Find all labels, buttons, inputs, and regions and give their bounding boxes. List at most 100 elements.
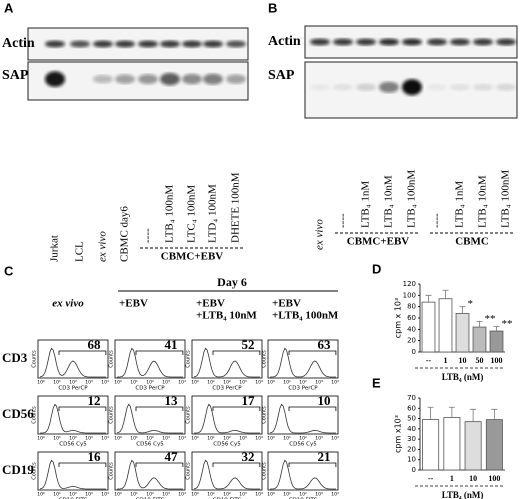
- band: [402, 79, 422, 96]
- x-tick-label: 10⁴: [255, 436, 263, 442]
- plot-box: [267, 395, 339, 435]
- band: [138, 74, 158, 85]
- x-tick-label: 100: [488, 474, 500, 483]
- significance: **: [485, 313, 496, 325]
- x-axis-label: CD19 FITC: [289, 498, 318, 499]
- histogram: [270, 347, 336, 378]
- x-tick-label: 10¹: [130, 380, 138, 386]
- y-tick-label: 20: [407, 445, 416, 453]
- x-tick-label: 10¹: [130, 436, 138, 442]
- gate: [288, 350, 337, 355]
- percentage: 12: [88, 393, 101, 408]
- bar: [485, 419, 503, 471]
- row-label: CD3: [2, 350, 28, 365]
- x-tick-label: 10³: [162, 380, 170, 386]
- plot-box: [114, 339, 186, 379]
- bar: [421, 301, 436, 353]
- lane-label: LTB₄ 1nM: [454, 181, 466, 228]
- band: [450, 83, 470, 91]
- error-bar: [442, 289, 449, 299]
- y-axis-label: Counts: [262, 350, 268, 368]
- row-label: CD19: [2, 462, 34, 477]
- error-bar: [493, 326, 500, 332]
- band: [402, 38, 422, 46]
- band: [226, 74, 246, 84]
- row-label: CD56: [2, 406, 34, 421]
- lane-label: ----: [431, 213, 443, 228]
- x-tick-label: 10⁰: [37, 436, 45, 442]
- x-tick-label: 10: [459, 356, 467, 365]
- x-axis-label: CD56 Cy5: [289, 442, 317, 448]
- column-header: +EBV: [196, 298, 225, 310]
- band: [496, 83, 516, 91]
- band: [138, 40, 158, 48]
- histogram: [193, 459, 260, 490]
- x-tick-label: 10³: [239, 380, 247, 386]
- percentage: 21: [318, 449, 331, 464]
- row-label: SAP: [2, 68, 29, 83]
- x-axis-label: CD56 Cy5: [136, 442, 164, 448]
- percentage: 41: [165, 337, 178, 352]
- histogram: [39, 347, 106, 378]
- band: [310, 83, 330, 91]
- y-axis-label: Counts: [109, 406, 115, 424]
- plot-box: [37, 339, 109, 379]
- x-tick-label: 10⁰: [267, 436, 275, 442]
- panel-label: A: [4, 0, 14, 15]
- x-tick-label: 10²: [299, 380, 307, 386]
- histogram: [40, 403, 106, 434]
- plot-box: [267, 451, 339, 491]
- histogram: [269, 403, 336, 434]
- lane-label: LTB₄ 10nM: [477, 175, 489, 228]
- error-bar: [476, 321, 483, 328]
- lane-label: LTB₄ 100nM: [500, 170, 512, 228]
- plot-box: [114, 451, 186, 491]
- gate: [58, 406, 107, 411]
- x-tick-label: 10⁴: [178, 380, 186, 386]
- band: [450, 38, 470, 46]
- bar: [489, 330, 504, 353]
- x-tick-label: 10⁰: [191, 380, 199, 386]
- gate: [212, 462, 261, 467]
- x-tick-label: 10⁴: [331, 492, 339, 498]
- gate: [212, 350, 261, 355]
- x-axis-label: CD3 PerCP: [288, 386, 318, 392]
- x-tick-label: 10⁰: [267, 492, 275, 498]
- y-axis-label: Counts: [186, 462, 192, 480]
- y-axis-title: cpm x 10³: [394, 298, 403, 338]
- histogram: [270, 459, 336, 490]
- y-tick-label: 80: [407, 303, 416, 311]
- lane-label: ex vivo: [97, 231, 109, 262]
- lane-label: LTB₄ 1nM: [360, 181, 372, 228]
- group-label: CBMC: [455, 236, 489, 248]
- x-tick-label: 10¹: [207, 492, 215, 498]
- x-axis-label: CD56 Cy5: [213, 442, 241, 448]
- y-tick-label: 0: [412, 466, 416, 474]
- x-tick-label: 10¹: [207, 436, 215, 442]
- band: [473, 38, 493, 46]
- y-axis-label: Counts: [262, 406, 268, 424]
- error-bar: [459, 306, 466, 314]
- band: [333, 38, 353, 46]
- band: [93, 40, 113, 48]
- x-tick-label: 10³: [85, 492, 93, 498]
- band: [45, 71, 65, 87]
- plot-box: [37, 395, 109, 435]
- y-axis-label: Counts: [32, 406, 38, 424]
- percentage: 16: [88, 449, 102, 464]
- x-tick-label: 10¹: [207, 380, 215, 386]
- x-tick-label: --: [426, 356, 432, 365]
- x-tick-label: 10²: [223, 380, 231, 386]
- x-tick-label: 10²: [69, 380, 77, 386]
- percentage: 13: [165, 393, 179, 408]
- gate: [58, 462, 107, 467]
- y-axis-label: Counts: [262, 462, 268, 480]
- group-label: CBMC+EBV: [161, 251, 224, 263]
- x-tick-label: 10⁴: [101, 436, 109, 442]
- row-label: Actin: [268, 34, 301, 49]
- band: [70, 40, 90, 48]
- x-tick-label: 10¹: [283, 380, 291, 386]
- y-tick-label: 30: [407, 435, 416, 443]
- band: [45, 40, 65, 48]
- band: [427, 83, 447, 91]
